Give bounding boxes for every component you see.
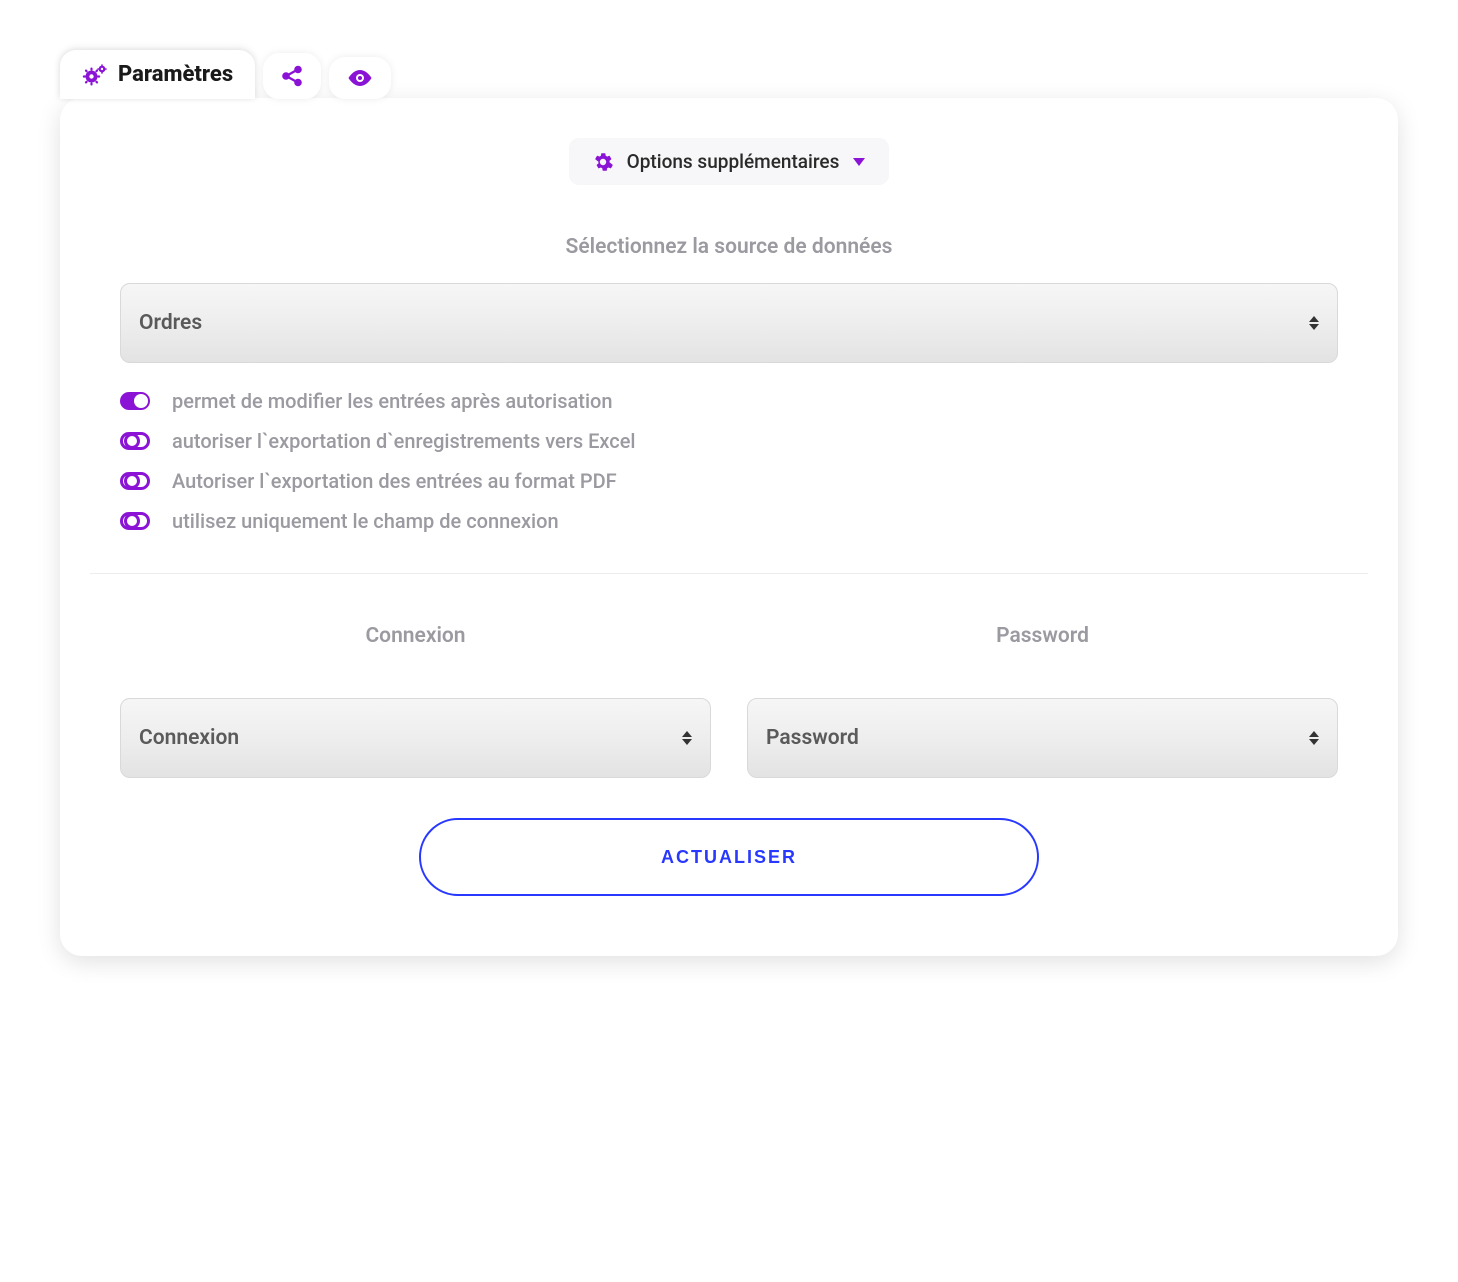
gears-icon <box>82 64 108 86</box>
share-icon <box>281 65 303 87</box>
toggle-row-edit-after-auth: permet de modifier les entrées après aut… <box>120 389 1338 413</box>
credentials-row: Connexion Connexion Password Password <box>120 624 1338 778</box>
tab-preview[interactable] <box>329 57 391 99</box>
update-button[interactable]: ACTUALISER <box>419 818 1039 896</box>
toggle-label: permet de modifier les entrées après aut… <box>172 389 613 413</box>
toggle-label: Autoriser l`exportation des entrées au f… <box>172 469 617 493</box>
select-arrows-icon <box>1309 316 1319 330</box>
toggle-row-export-pdf: Autoriser l`exportation des entrées au f… <box>120 469 1338 493</box>
select-arrows-icon <box>1309 731 1319 745</box>
extra-options-dropdown[interactable]: Options supplémentaires <box>569 138 890 185</box>
toggle-row-export-excel: autoriser l`exportation d`enregistrement… <box>120 429 1338 453</box>
settings-panel: Options supplémentaires Sélectionnez la … <box>60 98 1398 956</box>
toggle-login-only[interactable] <box>120 512 150 530</box>
tab-share[interactable] <box>263 53 321 99</box>
login-select[interactable]: Connexion <box>120 698 711 778</box>
tab-settings[interactable]: Paramètres <box>60 50 255 99</box>
toggle-list: permet de modifier les entrées après aut… <box>120 389 1338 533</box>
data-source-selected: Ordres <box>139 311 202 335</box>
data-source-select[interactable]: Ordres <box>120 283 1338 363</box>
toggle-row-login-only: utilisez uniquement le champ de connexio… <box>120 509 1338 533</box>
toggle-label: utilisez uniquement le champ de connexio… <box>172 509 559 533</box>
caret-down-icon <box>853 158 865 166</box>
password-label: Password <box>747 624 1338 648</box>
login-selected: Connexion <box>139 726 239 750</box>
gear-icon <box>593 152 613 172</box>
toggle-export-pdf[interactable] <box>120 472 150 490</box>
tab-settings-label: Paramètres <box>118 62 233 87</box>
toggle-label: autoriser l`exportation d`enregistrement… <box>172 429 636 453</box>
divider <box>90 573 1368 574</box>
login-label: Connexion <box>120 624 711 648</box>
tabs-row: Paramètres <box>60 50 1398 99</box>
toggle-edit-after-auth[interactable] <box>120 392 150 410</box>
password-select[interactable]: Password <box>747 698 1338 778</box>
data-source-title: Sélectionnez la source de données <box>100 235 1358 259</box>
eye-icon <box>347 69 373 87</box>
password-selected: Password <box>766 726 859 750</box>
select-arrows-icon <box>682 731 692 745</box>
toggle-export-excel[interactable] <box>120 432 150 450</box>
extra-options-label: Options supplémentaires <box>627 150 840 173</box>
